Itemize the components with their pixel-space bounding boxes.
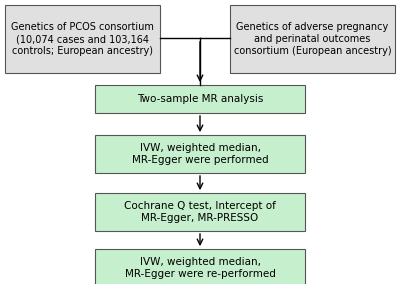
Text: IVW, weighted median,
MR-Egger were performed: IVW, weighted median, MR-Egger were perf… bbox=[132, 143, 268, 165]
FancyBboxPatch shape bbox=[5, 5, 160, 73]
Text: Genetics of adverse pregnancy
and perinatal outcomes
consortium (European ancest: Genetics of adverse pregnancy and perina… bbox=[234, 22, 391, 57]
Text: IVW, weighted median,
MR-Egger were re-performed: IVW, weighted median, MR-Egger were re-p… bbox=[124, 257, 276, 279]
FancyBboxPatch shape bbox=[95, 249, 305, 284]
FancyBboxPatch shape bbox=[95, 85, 305, 113]
Text: Cochrane Q test, Intercept of
MR-Egger, MR-PRESSO: Cochrane Q test, Intercept of MR-Egger, … bbox=[124, 201, 276, 223]
FancyBboxPatch shape bbox=[95, 193, 305, 231]
FancyBboxPatch shape bbox=[95, 135, 305, 173]
Text: Two-sample MR analysis: Two-sample MR analysis bbox=[137, 94, 263, 104]
Text: Genetics of PCOS consortium
(10,074 cases and 103,164
controls; European ancestr: Genetics of PCOS consortium (10,074 case… bbox=[11, 22, 154, 57]
FancyBboxPatch shape bbox=[230, 5, 395, 73]
